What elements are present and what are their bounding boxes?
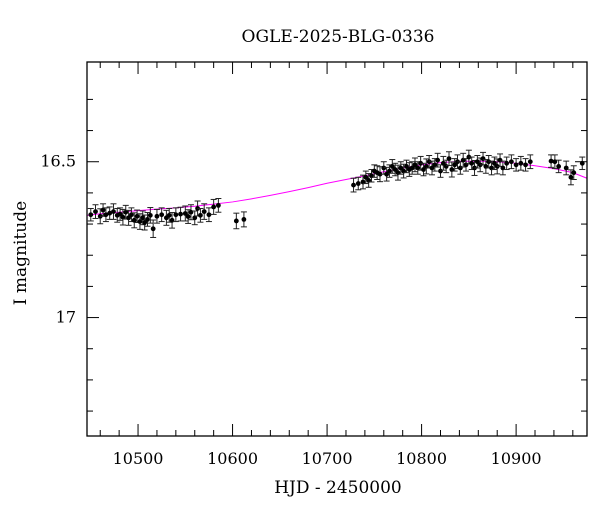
data-point	[129, 212, 134, 218]
data-point	[438, 168, 443, 174]
y-tick-label: 16.5	[40, 152, 76, 171]
data-point	[206, 212, 212, 218]
data-point	[412, 162, 418, 168]
data-point	[182, 211, 188, 216]
data-point	[463, 162, 469, 168]
data-point	[107, 210, 113, 216]
x-tick-label: 10600	[207, 449, 258, 468]
data-point	[150, 226, 156, 232]
data-point	[198, 212, 203, 218]
data-point	[384, 171, 390, 177]
data-point	[111, 209, 116, 215]
data-point	[409, 165, 415, 171]
data-points	[87, 149, 586, 238]
data-point	[568, 174, 574, 180]
data-point	[497, 157, 503, 163]
data-point	[131, 217, 137, 223]
data-point	[159, 212, 165, 218]
data-point	[446, 156, 452, 162]
data-point	[100, 207, 106, 213]
data-point	[527, 159, 533, 165]
y-tick-label: 17	[56, 308, 76, 327]
data-point	[387, 168, 392, 174]
data-point	[154, 213, 160, 219]
data-point	[389, 164, 395, 169]
data-point	[185, 214, 191, 219]
data-point	[137, 219, 143, 224]
data-point	[233, 218, 239, 224]
data-point	[117, 211, 123, 217]
data-point	[145, 216, 150, 222]
data-point	[421, 167, 426, 172]
data-point	[474, 159, 480, 165]
chart-title: OGLE-2025-BLG-0336	[242, 27, 435, 47]
data-point	[491, 160, 497, 166]
axis-ticks	[87, 62, 587, 436]
data-point	[211, 204, 217, 210]
data-point	[513, 162, 519, 168]
data-point	[457, 165, 463, 171]
data-point	[142, 220, 148, 225]
data-point	[140, 215, 146, 221]
data-point	[452, 162, 458, 168]
data-point	[432, 162, 438, 168]
data-point	[523, 162, 528, 168]
y-tick-labels: 16.5 17	[40, 152, 76, 327]
data-point	[192, 215, 198, 221]
x-axis-title: HJD - 2450000	[274, 478, 402, 498]
data-point	[518, 160, 524, 166]
data-point	[120, 214, 126, 220]
data-point	[443, 164, 449, 169]
data-point	[147, 212, 153, 218]
data-point	[363, 174, 369, 180]
data-point	[571, 170, 577, 176]
data-point	[504, 160, 510, 166]
x-tick-label: 10900	[491, 449, 542, 468]
x-tick-label: 10700	[302, 449, 353, 468]
data-point	[201, 209, 207, 215]
data-point	[404, 164, 409, 169]
data-point	[469, 160, 475, 166]
data-point	[215, 202, 221, 208]
data-point	[429, 165, 435, 171]
data-point	[351, 182, 356, 188]
data-point	[426, 159, 432, 165]
data-point	[480, 156, 486, 162]
data-point	[435, 157, 441, 163]
data-point	[440, 160, 446, 166]
data-point	[579, 160, 585, 166]
data-point	[173, 212, 179, 218]
data-point	[548, 158, 554, 164]
data-point	[88, 212, 94, 218]
data-point	[381, 165, 387, 171]
data-point	[508, 159, 514, 165]
data-point	[398, 165, 404, 171]
data-point	[93, 209, 98, 215]
data-point	[178, 211, 183, 217]
data-point	[166, 212, 172, 218]
plot-frame	[86, 61, 588, 437]
data-point	[486, 159, 492, 165]
model-curve	[86, 160, 588, 216]
data-point	[377, 171, 383, 177]
data-point	[392, 167, 398, 172]
data-point	[563, 165, 569, 171]
data-point	[241, 216, 247, 222]
data-point	[415, 165, 421, 171]
x-tick-label: 10500	[113, 449, 164, 468]
data-point	[134, 213, 140, 219]
data-point	[126, 215, 131, 221]
x-tick-labels: 10500 10600 10700 10800 10900	[113, 449, 542, 468]
y-axis-title: I magnitude	[11, 201, 31, 305]
data-point	[103, 212, 109, 218]
x-tick-label: 10800	[396, 449, 447, 468]
data-point	[355, 181, 361, 186]
data-point	[123, 209, 129, 215]
data-point	[556, 164, 562, 169]
